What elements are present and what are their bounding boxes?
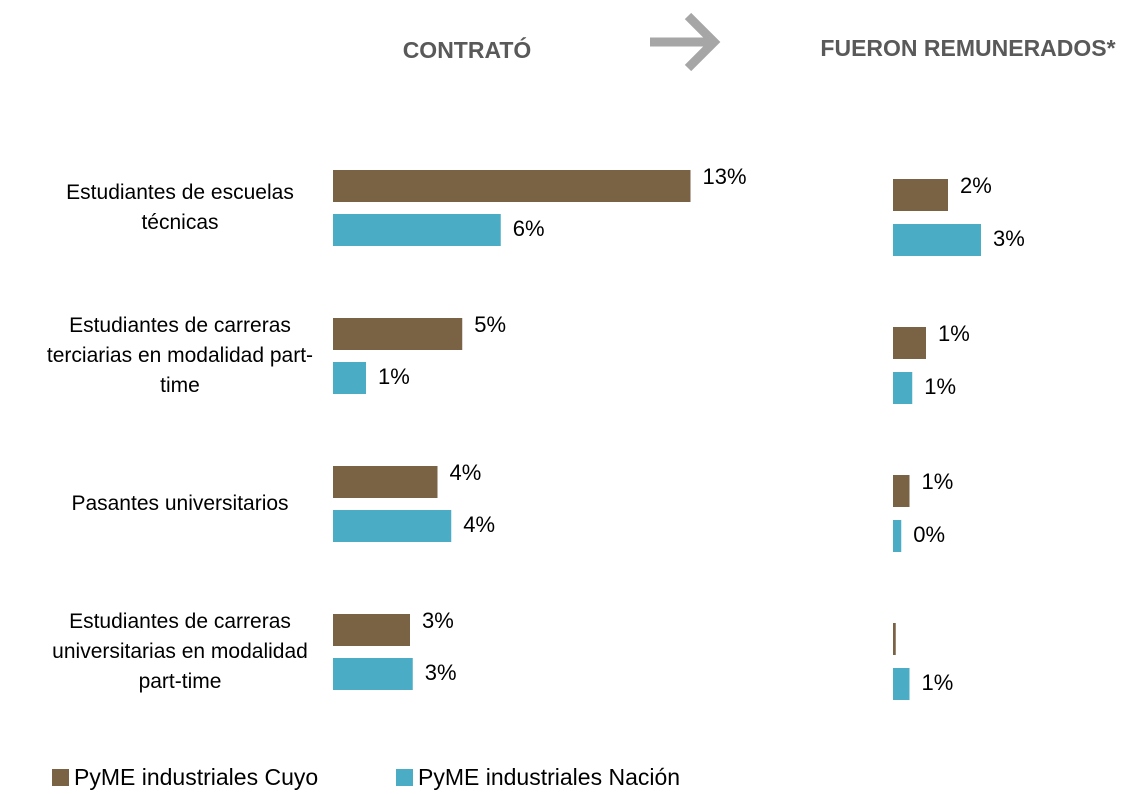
category-label: Estudiantes de escuelas técnicas: [66, 181, 294, 234]
data-label: 1%: [924, 374, 956, 399]
bar: [893, 372, 913, 404]
data-label: 1%: [922, 670, 954, 695]
category-label: Estudiantes de carreras universitarias e…: [52, 610, 308, 693]
legend-label: PyME industriales Nación: [418, 764, 681, 790]
bar: [333, 214, 501, 246]
data-label: 6%: [513, 216, 545, 241]
bar: [333, 170, 691, 202]
bar: [333, 510, 452, 542]
data-label: 1%: [922, 469, 954, 494]
data-label: 1%: [378, 364, 410, 389]
data-label: 3%: [422, 608, 454, 633]
legend-swatch: [396, 769, 413, 786]
data-label: 3%: [425, 660, 457, 685]
bar: [893, 668, 910, 700]
bar: [893, 224, 981, 256]
bar: [893, 327, 926, 359]
chart-title: CONTRATÓ: [403, 36, 532, 63]
category-label: Pasantes universitarios: [71, 492, 289, 515]
bar: [333, 658, 413, 690]
bar: [333, 362, 366, 394]
arrow: [650, 12, 721, 72]
bar: [333, 466, 438, 498]
legend-label: PyME industriales Cuyo: [74, 764, 319, 790]
bar: [333, 614, 410, 646]
bar: [893, 179, 948, 211]
data-label: 4%: [463, 512, 495, 537]
data-label: 2%: [960, 173, 992, 198]
bar: [333, 318, 463, 350]
data-label: 3%: [993, 226, 1025, 251]
chart-title: FUERON REMUNERADOS*: [820, 35, 1115, 61]
legend-swatch: [52, 769, 69, 786]
bar: [893, 520, 902, 552]
legend-item: PyME industriales Nación: [396, 764, 680, 791]
data-label: 5%: [474, 312, 506, 337]
bar: [893, 475, 910, 507]
bar: [893, 623, 896, 655]
legend-item: PyME industriales Cuyo: [52, 764, 318, 791]
data-label: 4%: [450, 460, 482, 485]
data-label: 1%: [938, 321, 970, 346]
data-label: 13%: [703, 164, 747, 189]
category-label: Estudiantes de carreras terciarias en mo…: [46, 314, 314, 397]
data-label: 0%: [913, 522, 945, 547]
